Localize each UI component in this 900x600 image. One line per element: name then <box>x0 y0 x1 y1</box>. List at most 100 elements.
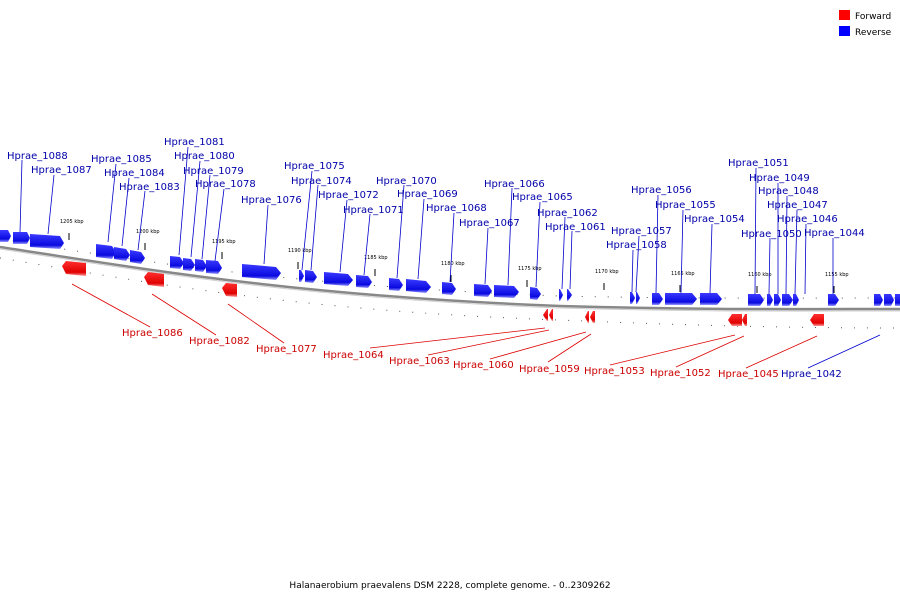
gene-label-reverse: Hprae_1044 <box>804 228 865 239</box>
gene-label-reverse: Hprae_1065 <box>512 192 573 203</box>
gene-label-reverse: Hprae_1046 <box>777 214 838 225</box>
gene-arrow-reverse <box>567 289 572 301</box>
gene-label-reverse: Hprae_1071 <box>343 205 404 216</box>
gene-arrow-forward <box>742 314 747 326</box>
gene-label-reverse: Hprae_1080 <box>174 151 235 162</box>
gene-arrow-reverse <box>774 294 781 306</box>
gene-label-reverse: Hprae_1067 <box>459 218 520 229</box>
gene-arrow-reverse <box>130 250 145 264</box>
gene-arrow-reverse <box>195 259 207 272</box>
gene-label-reverse: Hprae_1085 <box>91 154 152 165</box>
legend-label-forward: Forward <box>855 12 891 22</box>
gene-label-reverse: Hprae_1076 <box>241 195 302 206</box>
gene-arrow-forward <box>810 314 824 326</box>
gene-label-forward: Hprae_1077 <box>256 344 317 355</box>
figure-caption: Halanaerobium praevalens DSM 2228, compl… <box>289 581 610 591</box>
gene-arrow-reverse <box>700 293 722 305</box>
genome-backbone-shadow <box>0 248 900 312</box>
gene-arrow-forward <box>222 283 237 297</box>
forward-gene-arrows <box>62 261 824 326</box>
gene-arrow-reverse <box>748 294 764 306</box>
gene-arrow-reverse <box>874 294 883 306</box>
scale-tick-label: 1180 kbp <box>441 261 465 267</box>
legend: Forward Reverse <box>839 10 892 38</box>
gene-label-reverse: Hprae_1075 <box>284 161 345 172</box>
gene-label-forward: Hprae_1045 <box>718 369 779 380</box>
gene-label-reverse: Hprae_1062 <box>537 208 598 219</box>
genome-backbone <box>0 245 900 311</box>
gene-label-reverse: Hprae_1056 <box>631 185 692 196</box>
gene-label-forward: Hprae_1082 <box>189 336 250 347</box>
gene-arrow-forward <box>590 311 595 323</box>
gene-arrow-reverse <box>636 292 640 304</box>
gene-label-reverse: Hprae_1079 <box>183 166 244 177</box>
scale-tick-label: 1190 kbp <box>288 248 312 254</box>
gene-label-reverse: Hprae_1068 <box>426 203 487 214</box>
gene-label-reverse: Hprae_1055 <box>655 200 716 211</box>
scale-tick-label: 1170 kbp <box>595 269 619 275</box>
gene-arrow-reverse <box>30 234 64 249</box>
gene-arrow-reverse <box>242 264 281 280</box>
gene-arrow-reverse <box>206 260 222 274</box>
gene-arrow-reverse <box>324 272 353 286</box>
gene-label-reverse: Hprae_1087 <box>31 165 92 176</box>
gene-label-reverse: Hprae_1048 <box>758 186 819 197</box>
gene-label-reverse: Hprae_1070 <box>376 176 437 187</box>
gene-arrow-reverse <box>114 247 130 261</box>
gene-arrow-reverse <box>793 294 799 306</box>
scale-tick-label: 1155 kbp <box>825 272 849 278</box>
reverse-gene-labels: Hprae_1088 Hprae_1087 Hprae_1085 Hprae_1… <box>7 137 865 380</box>
gene-label-reverse: Hprae_1061 <box>545 222 606 233</box>
gene-arrow-forward <box>62 261 86 276</box>
gene-label-reverse: Hprae_1054 <box>684 214 745 225</box>
gene-label-reverse: Hprae_1058 <box>606 240 667 251</box>
gene-arrow-reverse <box>305 270 317 283</box>
gene-label-reverse: Hprae_1049 <box>749 173 810 184</box>
gene-arrow-reverse <box>530 287 541 300</box>
gene-arrow-forward <box>728 314 742 326</box>
scale-tick-label: 1175 kbp <box>518 266 542 272</box>
scale-tick-label: 1200 kbp <box>136 229 160 235</box>
gene-arrow-reverse <box>356 275 372 288</box>
gene-arrow-forward <box>585 311 589 323</box>
gene-arrow-reverse <box>299 270 304 282</box>
gene-label-forward: Hprae_1086 <box>122 328 183 339</box>
gene-arrow-forward <box>549 309 553 321</box>
gene-label-forward: Hprae_1052 <box>650 368 711 379</box>
gene-arrow-reverse <box>389 278 403 291</box>
gene-label-reverse: Hprae_1057 <box>611 226 672 237</box>
gene-arrow-reverse <box>630 292 635 304</box>
gene-label-reverse: Hprae_1081 <box>164 137 225 148</box>
gene-label-reverse: Hprae_1083 <box>119 182 180 193</box>
forward-leader-lines <box>71 283 818 369</box>
gene-arrow-reverse <box>828 294 839 306</box>
gene-label-forward: Hprae_1064 <box>323 350 384 361</box>
legend-swatch-reverse <box>839 26 850 36</box>
scale-tick-label: 1185 kbp <box>364 255 388 261</box>
gene-arrow-forward <box>144 272 164 287</box>
gene-arrow-reverse <box>494 285 519 298</box>
gene-label-reverse: Hprae_1050 <box>741 229 802 240</box>
gene-label-forward: Hprae_1059 <box>519 364 580 375</box>
gene-arrow-reverse <box>782 294 793 306</box>
gene-arrow-forward <box>543 309 548 321</box>
gene-arrow-reverse <box>767 294 773 306</box>
gene-arrow-reverse <box>884 294 894 306</box>
gene-label-reverse: Hprae_1066 <box>484 179 545 190</box>
scale-tick-label: 1205 kbp <box>60 219 84 225</box>
scale-ticks: 1205 kbp 1200 kbp 1195 kbp 1190 kbp 1185… <box>60 219 849 293</box>
gene-arrow-reverse <box>474 284 492 297</box>
gene-arrow-reverse <box>406 279 431 293</box>
gene-arrow-reverse <box>96 244 116 259</box>
legend-label-reverse: Reverse <box>855 28 892 38</box>
gene-arrow-reverse <box>559 289 563 301</box>
gene-arrow-reverse <box>895 294 900 306</box>
legend-swatch-forward <box>839 10 850 20</box>
gene-label-reverse: Hprae_1042 <box>781 369 842 380</box>
forward-gene-labels: Hprae_1086 Hprae_1082 Hprae_1077 Hprae_1… <box>122 328 779 380</box>
gene-arrow-reverse <box>183 258 195 271</box>
gene-label-reverse: Hprae_1072 <box>318 190 379 201</box>
gene-arrow-reverse <box>442 282 456 295</box>
gene-arrow-reverse <box>652 293 663 305</box>
